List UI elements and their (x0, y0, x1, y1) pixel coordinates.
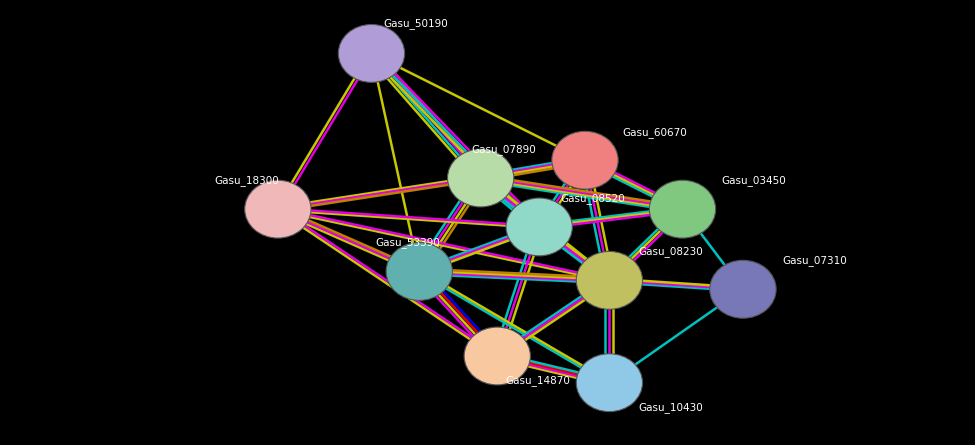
Text: Gasu_08230: Gasu_08230 (639, 246, 703, 257)
Ellipse shape (552, 131, 618, 189)
Ellipse shape (464, 327, 530, 385)
Ellipse shape (338, 24, 405, 82)
Text: Gasu_07890: Gasu_07890 (471, 144, 535, 155)
Text: Gasu_14870: Gasu_14870 (505, 375, 570, 386)
Ellipse shape (576, 251, 643, 309)
Text: Gasu_60670: Gasu_60670 (622, 127, 686, 138)
Text: Gasu_03450: Gasu_03450 (722, 175, 786, 186)
Ellipse shape (649, 180, 716, 238)
Ellipse shape (506, 198, 572, 256)
Ellipse shape (710, 260, 776, 318)
Text: Gasu_50190: Gasu_50190 (383, 18, 448, 29)
Text: Gasu_53390: Gasu_53390 (375, 237, 441, 248)
Text: Gasu_10430: Gasu_10430 (639, 402, 703, 413)
Text: Gasu_08520: Gasu_08520 (561, 193, 625, 204)
Ellipse shape (576, 354, 643, 412)
Text: Gasu_07310: Gasu_07310 (782, 255, 846, 266)
Ellipse shape (245, 180, 311, 238)
Ellipse shape (386, 243, 452, 300)
Ellipse shape (448, 149, 514, 207)
Text: Gasu_18300: Gasu_18300 (214, 175, 279, 186)
